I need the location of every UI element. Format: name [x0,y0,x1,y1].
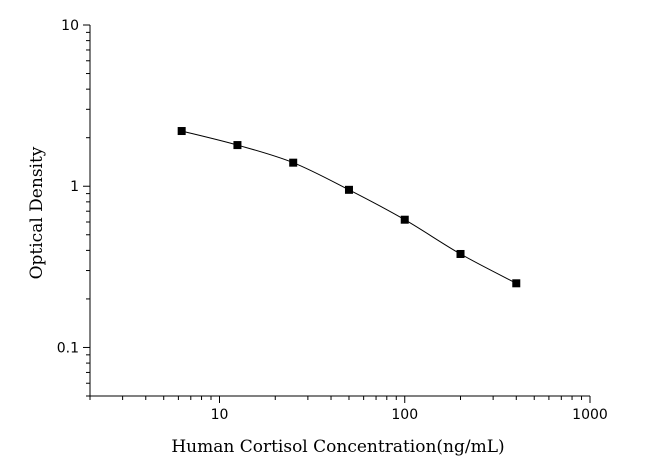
series-layer [177,127,521,288]
data-point [177,127,186,136]
data-point [400,215,409,224]
data-point [512,279,521,288]
y-tick-label: 0.1 [57,340,79,356]
x-tick-label: 10 [211,407,229,423]
data-point [233,141,242,150]
x-tick-label: 100 [391,407,418,423]
y-axis-title: Optical Density [27,146,47,279]
series-curve [181,130,517,284]
x-axis: 10 100 1000 [89,395,608,423]
data-point [344,185,353,194]
y-tick-label: 10 [61,18,79,34]
x-axis-title: Human Cortisol Concentration(ng/mL) [171,437,504,457]
x-tick-label: 1000 [572,407,608,423]
data-point [289,158,298,167]
y-axis: 0.1 1 10 [57,18,91,397]
y-tick-label: 1 [70,179,79,195]
data-point [456,249,465,258]
